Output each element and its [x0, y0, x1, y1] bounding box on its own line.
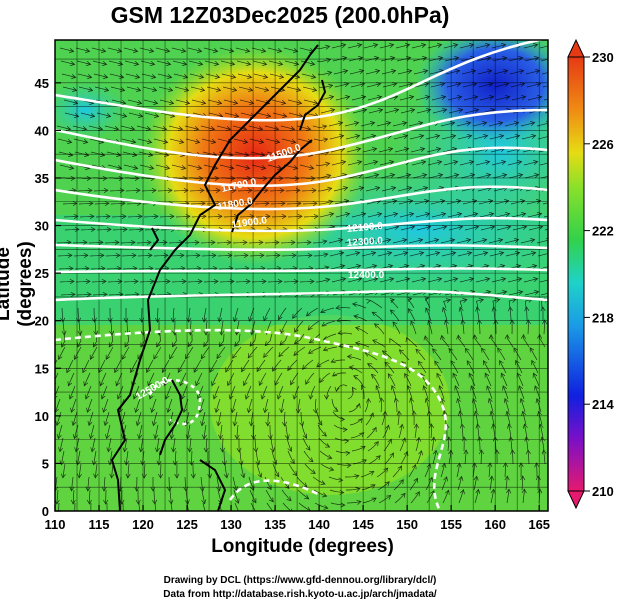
y-tick-label: 20	[35, 314, 49, 329]
x-tick-label: 110	[45, 517, 66, 532]
colorbar-tick-label: 230	[592, 50, 614, 65]
y-tick-label: 30	[35, 219, 49, 234]
coastline	[110, 44, 327, 511]
colorbar-top-arrow	[567, 38, 585, 58]
y-axis-label: Latitude (degrees)	[0, 241, 36, 327]
colorbar-tick-label: 210	[592, 484, 614, 499]
x-tick-label: 125	[176, 517, 198, 532]
y-tick-label: 25	[35, 266, 49, 281]
x-tick-label: 150	[396, 517, 418, 532]
y-tick-label: 35	[35, 171, 49, 186]
x-tick-label: 115	[89, 517, 110, 532]
colorbar-tick-label: 214	[592, 397, 614, 412]
x-tick-label: 160	[484, 517, 506, 532]
y-tick-label: 15	[35, 361, 49, 376]
y-tick-label: 45	[35, 76, 49, 91]
credit-drawing: Drawing by DCL (https://www.gfd-dennou.o…	[163, 575, 437, 586]
y-axis-ticks: 0 5 10 15 20 25 30 35 40 45	[35, 76, 61, 519]
x-tick-label: 155	[440, 517, 462, 532]
y-tick-label: 0	[42, 504, 49, 519]
x-tick-label: 145	[352, 517, 374, 532]
x-tick-label: 130	[220, 517, 242, 532]
contour-label: 12400.0	[348, 270, 385, 281]
colorbar-tick-label: 222	[592, 224, 614, 239]
y-tick-label: 40	[35, 123, 49, 138]
chart-title: GSM 12Z03Dec2025 (200.0hPa)	[110, 2, 450, 28]
height-contours	[55, 40, 548, 511]
contour-label: 12100.0	[346, 221, 383, 235]
x-tick-label: 140	[308, 517, 330, 532]
x-tick-label: 120	[132, 517, 154, 532]
colorbar-tick-label: 218	[592, 310, 614, 325]
x-tick-label: 135	[264, 517, 286, 532]
plot-frame	[54, 39, 549, 512]
wind-streamlines	[55, 43, 548, 511]
y-tick-label: 10	[35, 409, 49, 424]
colorbar-bottom-arrow	[567, 490, 585, 510]
colorbar-tick-label: 226	[592, 137, 614, 152]
x-axis-label: Longitude (degrees)	[211, 536, 394, 557]
y-tick-label: 5	[42, 456, 49, 471]
contour-label: 12300.0	[346, 235, 383, 249]
credit-data: Data from http://database.rish.kyoto-u.a…	[163, 589, 437, 600]
x-tick-label: 165	[528, 517, 550, 532]
colorbar: 230 226 222 218 214 210	[567, 38, 614, 510]
x-axis-ticks: 110 115 120 125 130 135 140 145 150 155 160 165	[45, 505, 550, 532]
colorbar-gradient	[567, 56, 585, 492]
contour-label: 11900.0	[231, 215, 268, 231]
